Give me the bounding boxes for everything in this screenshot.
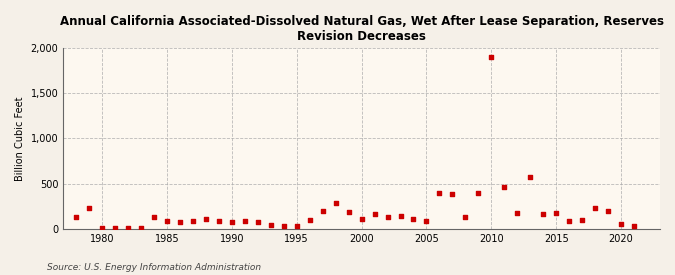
Point [226, 220, 237, 224]
Point [421, 219, 432, 224]
Point [538, 212, 549, 216]
Point [343, 209, 354, 214]
Point [175, 220, 186, 224]
Point [408, 216, 419, 221]
Point [499, 185, 510, 189]
Point [356, 216, 367, 221]
Point [603, 208, 614, 213]
Point [240, 218, 250, 223]
Point [109, 226, 120, 230]
Point [317, 208, 328, 213]
Point [71, 215, 82, 219]
Point [369, 212, 380, 216]
Point [213, 219, 224, 224]
Point [564, 218, 574, 223]
Point [188, 219, 198, 224]
Point [525, 175, 536, 180]
Point [200, 216, 211, 221]
Point [576, 218, 587, 222]
Point [265, 223, 276, 227]
Point [161, 219, 172, 224]
Point [382, 215, 393, 219]
Point [330, 201, 341, 206]
Title: Annual California Associated-Dissolved Natural Gas, Wet After Lease Separation, : Annual California Associated-Dissolved N… [59, 15, 664, 43]
Point [97, 226, 107, 230]
Y-axis label: Billion Cubic Feet: Billion Cubic Feet [15, 96, 25, 181]
Point [252, 220, 263, 224]
Point [590, 206, 601, 210]
Point [148, 215, 159, 219]
Point [434, 190, 445, 195]
Point [473, 191, 484, 196]
Point [304, 218, 315, 222]
Point [278, 224, 289, 228]
Point [512, 211, 522, 216]
Point [460, 215, 470, 219]
Text: Source: U.S. Energy Information Administration: Source: U.S. Energy Information Administ… [47, 263, 261, 272]
Point [628, 224, 639, 228]
Point [136, 226, 146, 230]
Point [447, 192, 458, 197]
Point [395, 214, 406, 218]
Point [123, 226, 134, 230]
Point [84, 206, 95, 210]
Point [292, 224, 302, 228]
Point [551, 211, 562, 216]
Point [616, 222, 626, 226]
Point [486, 55, 497, 60]
